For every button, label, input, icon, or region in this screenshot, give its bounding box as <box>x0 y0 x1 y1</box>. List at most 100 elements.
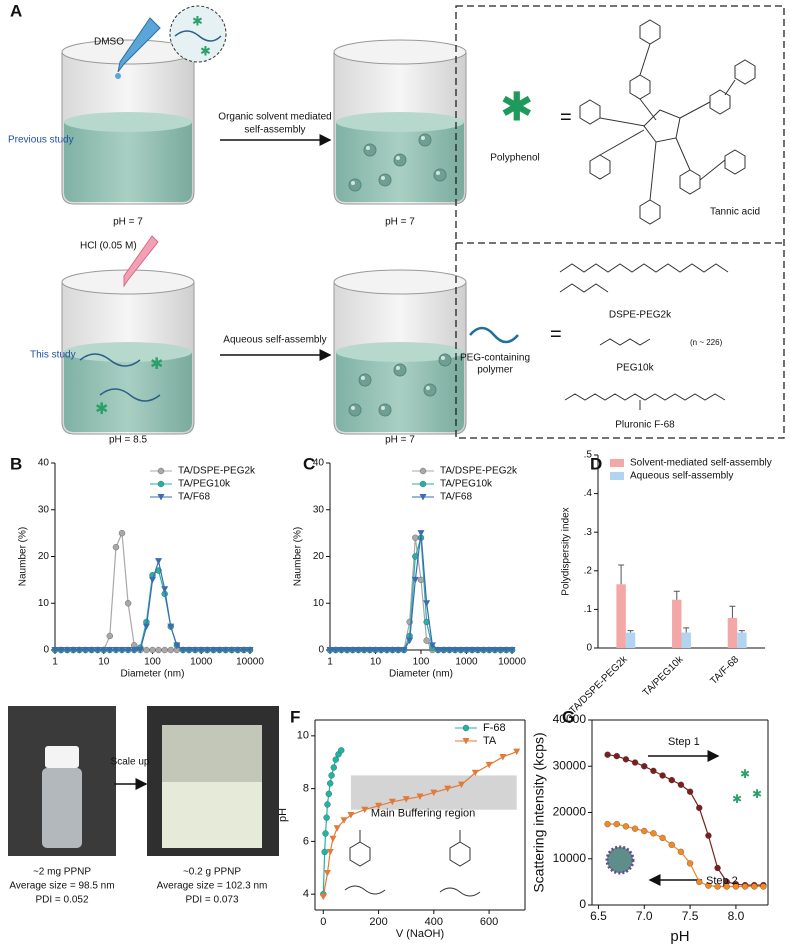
series-line <box>330 537 512 651</box>
label: DSPE-PEG2k <box>609 310 672 321</box>
legend-label: Aqueous self-assembly <box>630 471 733 482</box>
marker <box>112 544 120 551</box>
x-tick-label: 200 <box>369 916 387 928</box>
y-tick-label: 10000 <box>553 851 587 865</box>
y-tick-label: 30000 <box>553 758 587 772</box>
marker <box>106 647 114 654</box>
marker <box>411 576 419 584</box>
marker <box>677 781 685 788</box>
marker <box>416 793 424 801</box>
marker <box>480 647 488 654</box>
y-axis-title: Scattering intensity (kcps) <box>531 732 547 892</box>
x-tick-label: 10 <box>98 657 110 668</box>
marker <box>631 759 639 766</box>
legend-label: TA/DSPE-PEG2k <box>440 466 518 477</box>
marker <box>463 647 470 654</box>
x-axis-title: Diameter (nm) <box>121 669 185 680</box>
y-tick-label: 4 <box>303 888 309 900</box>
label: = <box>560 106 572 128</box>
marker <box>323 870 331 877</box>
marker <box>375 802 383 810</box>
label: Average size = 98.5 nm <box>9 881 114 892</box>
label: (n ~ 226) <box>690 338 723 347</box>
label: = <box>550 323 562 345</box>
marker <box>402 796 410 803</box>
marker <box>462 724 470 732</box>
marker <box>329 835 337 843</box>
y-tick-label: 0 <box>586 643 592 654</box>
marker <box>347 812 355 819</box>
marker <box>760 883 767 890</box>
marker <box>324 801 331 808</box>
marker <box>118 529 126 537</box>
marker <box>723 883 730 890</box>
marker <box>106 632 113 640</box>
y-tick-label: .5 <box>584 450 593 461</box>
marker <box>696 878 703 886</box>
marker <box>714 883 721 890</box>
bar <box>737 632 747 648</box>
marker <box>445 647 453 654</box>
marker <box>462 738 470 745</box>
beakers: ✱ ✱ <box>61 39 467 435</box>
panel-label: G <box>562 707 575 726</box>
label: pH = 7 <box>385 217 415 228</box>
series-line <box>322 751 517 897</box>
marker <box>337 647 345 654</box>
y-tick-label: 0 <box>579 897 586 911</box>
marker <box>155 558 163 565</box>
marker <box>332 647 340 654</box>
marker <box>705 832 712 839</box>
label: PDI = 0.073 <box>185 895 239 906</box>
y-tick-label: 0 <box>318 645 324 656</box>
marker <box>417 530 425 537</box>
marker <box>372 647 379 654</box>
label: Pluronic F-68 <box>615 420 675 431</box>
marker <box>659 834 666 842</box>
marker <box>124 647 132 654</box>
polyphenol-icon: ✱ <box>150 356 163 373</box>
marker <box>136 647 144 654</box>
legend-swatch <box>610 472 624 480</box>
polymer-structures <box>559 263 729 410</box>
marker <box>406 637 414 645</box>
marker <box>185 647 193 654</box>
x-tick-label: 10000 <box>236 657 264 668</box>
marker <box>622 756 630 763</box>
series-line <box>330 533 512 651</box>
x-tick-label: TA/PEG10k <box>641 654 686 699</box>
marker <box>668 841 675 849</box>
y-axis-title: pH <box>277 808 289 822</box>
legend-label: TA/F68 <box>178 492 210 503</box>
label: ~0.2 g PPNP <box>183 867 241 878</box>
marker <box>468 647 476 654</box>
liquid-photo <box>162 782 262 848</box>
marker <box>650 767 657 775</box>
y-tick-label: 10 <box>297 730 309 742</box>
marker <box>328 772 335 779</box>
label: Organic solvent mediated <box>218 112 331 123</box>
legend-label: TA <box>483 735 497 747</box>
marker <box>63 647 71 654</box>
marker <box>209 647 217 654</box>
marker <box>383 647 391 654</box>
marker <box>333 825 341 832</box>
marker <box>343 647 351 654</box>
y-tick-label: 20000 <box>553 805 587 819</box>
marker <box>319 893 327 901</box>
marker <box>419 467 427 475</box>
marker <box>434 647 442 654</box>
y-tick-label: 40000 <box>553 712 587 726</box>
marker <box>69 647 77 654</box>
x-tick-label: 1000 <box>190 657 213 668</box>
marker <box>419 494 427 501</box>
marker <box>388 798 396 806</box>
label: polymer <box>477 365 513 376</box>
marker <box>377 647 385 654</box>
annotation: Main Buffering region <box>371 808 475 820</box>
marker <box>349 647 357 654</box>
marker <box>143 646 150 654</box>
marker <box>400 647 408 654</box>
marker <box>360 647 368 654</box>
marker <box>423 600 431 607</box>
